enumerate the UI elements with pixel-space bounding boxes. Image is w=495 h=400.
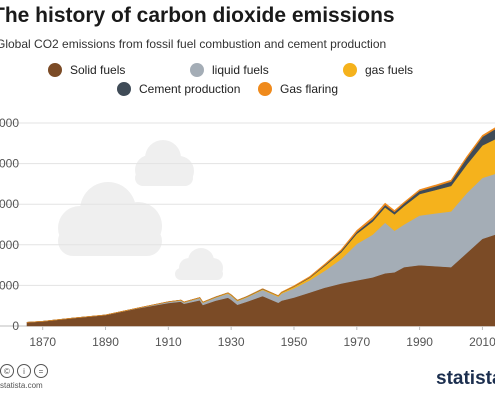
x-tick-label: 1990: [406, 335, 433, 349]
legend-item-gas-fuels[interactable]: gas fuels: [343, 63, 413, 77]
x-tick-label: 1970: [343, 335, 370, 349]
y-tick-label: 4,000: [0, 238, 19, 252]
x-tick-label: 1950: [281, 335, 308, 349]
legend-label: gas fuels: [365, 63, 414, 77]
legend-swatch: [48, 63, 62, 77]
x-tick-label: 1870: [29, 335, 56, 349]
x-tick-label: 1890: [92, 335, 119, 349]
legend-swatch: [258, 82, 272, 96]
legend-item-gas-flaring[interactable]: Gas flaring: [258, 82, 338, 96]
share-icon[interactable]: =: [34, 364, 48, 378]
y-tick-label: 10,000: [0, 116, 19, 130]
x-tick-label: 2010: [469, 335, 495, 349]
legend-swatch: [117, 82, 131, 96]
legend-swatch: [190, 63, 204, 77]
x-axis: 1870 1890 1910 1930 1950 1970 1990 2010: [29, 326, 495, 349]
cloud-decoration: [58, 140, 223, 280]
legend-swatch: [343, 63, 357, 77]
x-tick-label: 1910: [155, 335, 182, 349]
y-tick-label: 2,000: [0, 278, 19, 292]
x-tick-label: 1930: [218, 335, 245, 349]
area-series: [26, 127, 495, 327]
y-axis: 0 2,000 4,000 6,000 8,000 10,000: [0, 116, 19, 333]
source-link[interactable]: statista.com: [0, 381, 43, 390]
statista-logo[interactable]: statista: [436, 368, 495, 389]
info-icon[interactable]: i: [17, 364, 31, 378]
license-icons: © i =: [0, 364, 48, 378]
page-subtitle: Global CO2 emissions from fossil fuel co…: [0, 37, 387, 51]
page-title: The history of carbon dioxide emissions: [0, 4, 395, 27]
legend-item-liquid-fuels[interactable]: liquid fuels: [190, 63, 269, 77]
legend-label: Gas flaring: [280, 82, 339, 96]
area-gas-flaring[interactable]: [26, 127, 495, 323]
legend-label: Cement production: [139, 82, 241, 96]
legend-label: Solid fuels: [70, 63, 126, 77]
legend-label: liquid fuels: [212, 63, 269, 77]
copyright-icon[interactable]: ©: [0, 364, 14, 378]
legend-item-cement-production[interactable]: Cement production: [117, 82, 240, 96]
y-tick-label: 8,000: [0, 157, 19, 171]
y-tick-label: 6,000: [0, 197, 19, 211]
y-tick-label: 0: [12, 319, 19, 333]
legend-item-solid-fuels[interactable]: Solid fuels: [48, 63, 125, 77]
